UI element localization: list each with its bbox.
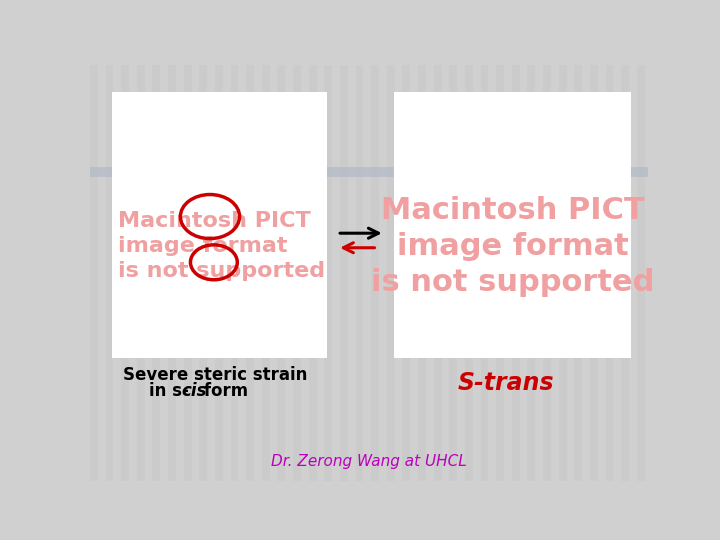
Text: in s-: in s- xyxy=(148,382,189,400)
Bar xyxy=(262,65,270,481)
Bar xyxy=(637,65,644,481)
Bar xyxy=(418,65,426,481)
Bar xyxy=(433,65,441,481)
Bar xyxy=(387,65,395,481)
Bar xyxy=(90,65,98,481)
Bar xyxy=(372,65,379,481)
Bar xyxy=(543,65,551,481)
Bar xyxy=(112,92,327,358)
Bar xyxy=(230,65,238,481)
Bar xyxy=(394,92,631,358)
Bar xyxy=(575,65,582,481)
Bar xyxy=(121,65,129,481)
Bar xyxy=(512,65,520,481)
Bar xyxy=(199,65,207,481)
Bar xyxy=(402,65,410,481)
Bar xyxy=(168,65,176,481)
Text: S-trans: S-trans xyxy=(457,371,554,395)
Bar xyxy=(277,65,285,481)
Bar xyxy=(652,65,660,481)
Bar xyxy=(559,65,567,481)
Bar xyxy=(90,167,648,177)
Bar xyxy=(106,65,114,481)
Text: Macintosh PICT
image format
is not supported: Macintosh PICT image format is not suppo… xyxy=(118,211,325,281)
Text: cis: cis xyxy=(181,382,207,400)
Bar xyxy=(528,65,535,481)
Bar xyxy=(137,65,145,481)
Bar xyxy=(621,65,629,481)
Bar xyxy=(246,65,254,481)
Bar xyxy=(324,65,332,481)
Bar xyxy=(356,65,364,481)
Bar xyxy=(590,65,598,481)
Bar xyxy=(215,65,222,481)
Bar xyxy=(153,65,161,481)
Text: Dr. Zerong Wang at UHCL: Dr. Zerong Wang at UHCL xyxy=(271,454,467,469)
Bar xyxy=(184,65,192,481)
Text: Severe steric strain: Severe steric strain xyxy=(124,366,308,383)
Bar xyxy=(309,65,317,481)
Bar xyxy=(449,65,457,481)
Text: Macintosh PICT
image format
is not supported: Macintosh PICT image format is not suppo… xyxy=(371,196,654,296)
Bar xyxy=(340,65,348,481)
Text: form: form xyxy=(198,382,248,400)
Bar xyxy=(496,65,504,481)
Bar xyxy=(606,65,613,481)
Bar xyxy=(465,65,473,481)
Bar xyxy=(481,65,488,481)
Bar xyxy=(293,65,301,481)
